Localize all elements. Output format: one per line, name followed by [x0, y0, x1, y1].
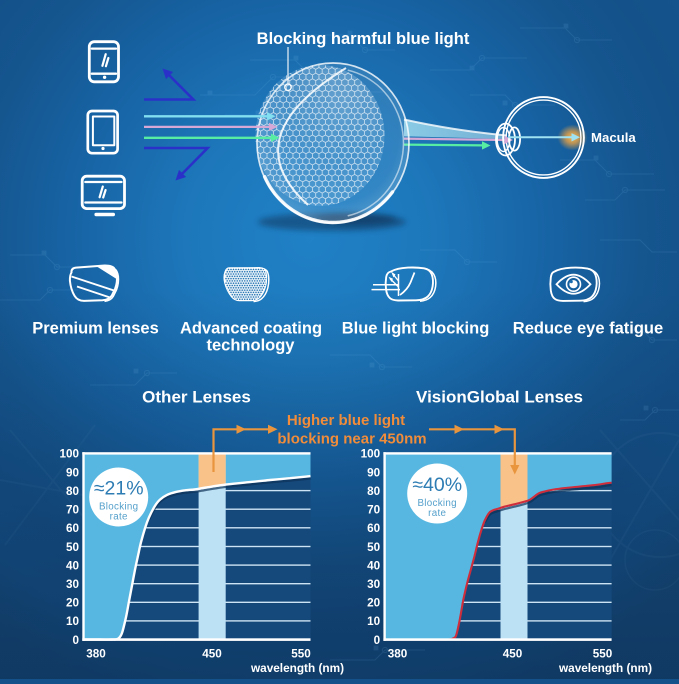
svg-text:Higher blue light: Higher blue light	[287, 412, 405, 429]
svg-text:380: 380	[388, 647, 408, 660]
svg-text:wavelength (nm): wavelength (nm)	[250, 661, 344, 675]
svg-text:550: 550	[291, 647, 311, 660]
svg-text:wavelength (nm): wavelength (nm)	[558, 661, 652, 675]
svg-text:≈40%: ≈40%	[412, 474, 462, 496]
svg-text:Reduce eye fatigue: Reduce eye fatigue	[513, 320, 663, 338]
svg-text:blocking near 450nm: blocking near 450nm	[277, 431, 426, 448]
svg-text:20: 20	[367, 597, 381, 610]
svg-text:Other Lenses: Other Lenses	[142, 388, 251, 407]
svg-text:450: 450	[503, 647, 523, 660]
svg-text:20: 20	[66, 597, 80, 610]
svg-text:10: 10	[367, 615, 381, 628]
svg-text:70: 70	[66, 504, 80, 517]
svg-text:Premium lenses: Premium lenses	[32, 320, 159, 338]
svg-text:VisionGlobal Lenses: VisionGlobal Lenses	[416, 388, 583, 407]
svg-text:Blocking harmful blue light: Blocking harmful blue light	[257, 30, 470, 48]
svg-text:rate: rate	[110, 511, 128, 522]
svg-text:60: 60	[66, 522, 80, 535]
svg-text:50: 50	[66, 541, 80, 554]
svg-text:30: 30	[367, 578, 381, 591]
svg-text:Blue light blocking: Blue light blocking	[342, 320, 490, 338]
svg-text:100: 100	[59, 448, 79, 461]
svg-text:60: 60	[367, 522, 381, 535]
svg-text:10: 10	[66, 615, 80, 628]
svg-text:30: 30	[66, 578, 80, 591]
svg-text:Blocking: Blocking	[99, 501, 138, 512]
svg-text:0: 0	[374, 634, 381, 647]
svg-text:70: 70	[367, 504, 381, 517]
svg-text:Advanced coating: Advanced coating	[180, 320, 322, 338]
svg-text:0: 0	[72, 634, 79, 647]
svg-text:40: 40	[367, 559, 381, 572]
svg-text:technology: technology	[206, 337, 295, 355]
svg-text:50: 50	[367, 541, 381, 554]
svg-text:Blocking: Blocking	[417, 498, 456, 509]
svg-text:450: 450	[202, 647, 222, 660]
svg-text:90: 90	[66, 466, 80, 479]
svg-text:380: 380	[86, 647, 106, 660]
svg-text:100: 100	[361, 448, 381, 461]
svg-text:40: 40	[66, 559, 80, 572]
svg-text:80: 80	[367, 485, 381, 498]
svg-text:90: 90	[367, 466, 381, 479]
svg-text:Macula: Macula	[591, 130, 636, 145]
svg-text:≈21%: ≈21%	[94, 478, 144, 500]
svg-text:80: 80	[66, 485, 80, 498]
svg-text:rate: rate	[428, 508, 446, 519]
svg-text:550: 550	[593, 647, 613, 660]
